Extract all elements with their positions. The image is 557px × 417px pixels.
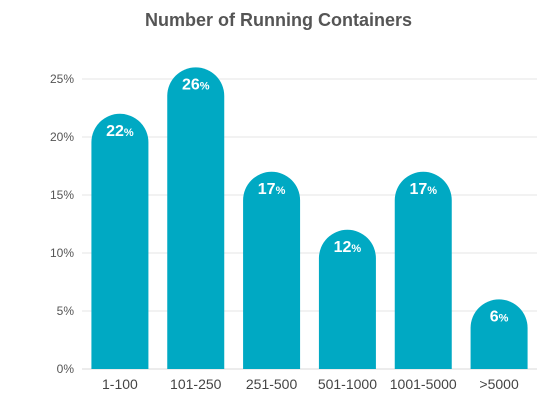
data-label: 17% <box>258 181 286 198</box>
y-tick-label: 5% <box>57 304 75 318</box>
x-tick-label: 1001-5000 <box>390 376 457 392</box>
y-tick-label: 15% <box>50 188 74 202</box>
bar <box>167 67 225 370</box>
data-label: 22% <box>106 123 134 140</box>
bar <box>318 229 376 369</box>
y-tick-label: 10% <box>50 246 74 260</box>
bar <box>243 171 301 369</box>
bar <box>91 113 149 369</box>
chart-title: Number of Running Containers <box>145 10 412 30</box>
x-tick-label: 501-1000 <box>318 376 377 392</box>
data-label: 17% <box>409 181 437 198</box>
bar <box>470 299 528 369</box>
data-label: 6% <box>490 308 509 325</box>
x-tick-label: >5000 <box>479 376 519 392</box>
data-label: 26% <box>182 76 210 93</box>
x-tick-label: 251-500 <box>246 376 298 392</box>
x-tick-label: 101-250 <box>170 376 222 392</box>
data-label: 12% <box>334 239 362 256</box>
bar <box>394 171 452 369</box>
y-tick-label: 0% <box>57 362 75 376</box>
y-tick-label: 20% <box>50 130 74 144</box>
x-tick-label: 1-100 <box>102 376 138 392</box>
y-tick-label: 25% <box>50 72 74 86</box>
